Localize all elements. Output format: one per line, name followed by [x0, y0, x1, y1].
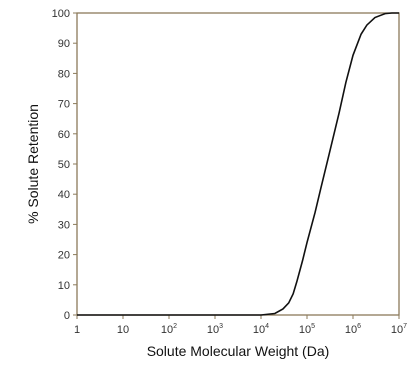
y-tick-label: 50: [58, 159, 70, 171]
x-tick-label: 105: [299, 323, 315, 336]
y-tick-label: 80: [58, 68, 70, 80]
x-tick-label: 106: [345, 323, 361, 336]
y-tick-label: 10: [58, 280, 70, 292]
x-tick-label: 104: [253, 323, 269, 336]
x-tick-label: 102: [161, 323, 177, 336]
y-tick-label: 0: [64, 310, 70, 322]
y-tick-label: 90: [58, 38, 70, 50]
x-tick-label: 107: [391, 323, 407, 336]
y-axis-ticks: 0 10 20 30 40 50 60 70 80 90 100: [52, 8, 77, 322]
y-tick-label: 20: [58, 250, 70, 262]
y-tick-label: 60: [58, 129, 70, 141]
x-tick-label: 103: [207, 323, 223, 336]
y-tick-label: 70: [58, 99, 70, 111]
y-tick-label: 30: [58, 219, 70, 231]
chart-frame: [76, 12, 400, 316]
y-tick-label: 100: [52, 8, 70, 20]
y-axis-title: % Solute Retention: [25, 104, 41, 224]
x-tick-label: 10: [117, 324, 129, 336]
x-axis-title: Solute Molecular Weight (Da): [147, 343, 330, 359]
retention-curve: [77, 12, 399, 316]
y-tick-label: 40: [58, 189, 70, 201]
x-axis-ticks: 1 10 102 103 104 105 106 107: [74, 315, 407, 336]
x-tick-label: 1: [74, 324, 80, 336]
